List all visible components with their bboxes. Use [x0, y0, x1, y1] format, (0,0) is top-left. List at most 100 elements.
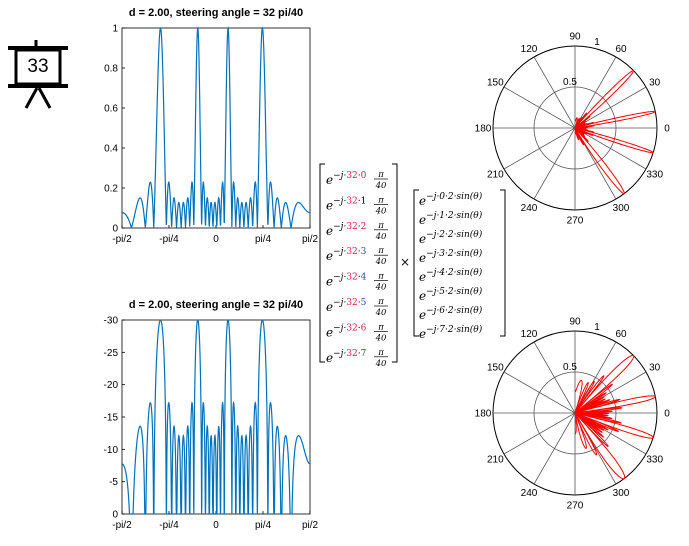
- polar-angle-label: 60: [615, 329, 627, 340]
- polar-angle-label: 90: [569, 32, 581, 43]
- polar-angle-label: 90: [569, 317, 581, 328]
- polar-plot-2: 0 30 60 90 120 150 180 210 240 270 300 330 0.5 1: [475, 317, 671, 512]
- steering-element: e−j·32·0: [326, 171, 367, 187]
- steering-element: e−j·32·3: [326, 247, 367, 263]
- polar-angle-label: 120: [521, 44, 538, 55]
- matrix-bracket: [500, 189, 506, 337]
- x-tick-label: 0: [213, 234, 219, 245]
- slide-number: 33: [27, 56, 49, 77]
- array-element: e−j·0·2·sin(θ): [419, 191, 483, 208]
- y-tick-label: -30: [104, 316, 119, 327]
- x-tick-label: pi/4: [255, 234, 272, 245]
- fraction-numerator: π: [377, 272, 384, 282]
- fraction-denominator: 40: [375, 206, 387, 216]
- fraction-numerator: π: [377, 195, 384, 205]
- polar-angle-label: 270: [567, 501, 584, 512]
- y-tick-label: 0.6: [104, 104, 118, 115]
- polar-angle-label: 0: [664, 409, 670, 420]
- steering-element: e−j·32·6: [326, 323, 367, 339]
- x-tick-label: pi/2: [302, 234, 319, 245]
- plot-frame: [121, 27, 311, 229]
- array-element: e−j·3·2·sin(θ): [419, 248, 483, 265]
- x-tick-label: -pi/2: [112, 234, 132, 245]
- slide-badge: 33: [6, 40, 70, 110]
- y-tick-label: -20: [104, 380, 119, 391]
- polar-angle-label: 150: [487, 78, 504, 89]
- fraction-denominator: 40: [375, 283, 387, 293]
- fraction-numerator: π: [377, 348, 384, 358]
- y-tick-label: -5: [109, 477, 118, 488]
- array-element: e−j·5·2·sin(θ): [419, 286, 483, 303]
- array-element: e−j·7·2·sin(θ): [419, 324, 483, 341]
- x-tick-label: pi/4: [255, 520, 272, 531]
- polar-plot-1: 0 30 60 90 120 150 180 210 240 270 300 330 0.5 1: [475, 32, 671, 227]
- polar-angle-label: 330: [646, 170, 663, 181]
- beam-pattern-line: [574, 70, 657, 195]
- polar-angle-label: 180: [475, 409, 492, 420]
- matrix-bracket: [413, 189, 419, 337]
- polar-angle-label: 210: [487, 455, 504, 466]
- fraction-numerator: π: [377, 170, 384, 180]
- matrix-bracket: [319, 163, 325, 363]
- easel-icon: [8, 40, 68, 109]
- multiply-operator: ×: [400, 255, 410, 269]
- fraction-numerator: π: [377, 322, 384, 332]
- steering-element: e−j·32·2: [326, 222, 366, 238]
- fraction-denominator: 40: [375, 308, 387, 318]
- matrix-bracket: [392, 163, 398, 363]
- polar-angle-label: 60: [615, 44, 627, 55]
- series-line: [122, 26, 311, 229]
- polar-angle-label: 270: [567, 216, 584, 227]
- y-tick-label: -15: [104, 413, 119, 424]
- steering-element: e−j·32·5: [326, 298, 367, 314]
- fraction-numerator: π: [377, 246, 384, 256]
- series-line: [121, 319, 311, 515]
- x-tick-label: -pi/2: [112, 520, 132, 531]
- polar-angle-label: 240: [521, 488, 538, 499]
- chart-title: d = 2.00, steering angle = 32 pi/40: [129, 7, 303, 19]
- steering-element: e−j·32·4: [326, 273, 367, 289]
- y-tick-label: -10: [104, 445, 119, 456]
- array-element: e−j·1·2·sin(θ): [419, 210, 483, 227]
- polar-angle-label: 300: [613, 203, 630, 214]
- fraction-denominator: 40: [375, 232, 387, 242]
- steering-element: e−j·32·7: [326, 349, 367, 365]
- polar-angle-label: 0: [664, 124, 670, 135]
- y-tick-label: 0: [112, 510, 118, 521]
- polar-angle-label: 240: [521, 203, 538, 214]
- polar-radial-label: 1: [594, 37, 600, 48]
- fraction-numerator: π: [377, 221, 384, 231]
- steering-element: e−j·32·1: [326, 196, 366, 212]
- fraction-denominator: 40: [375, 181, 387, 191]
- polar-radial-label: 0.5: [563, 77, 577, 88]
- polar-radial-label: 1: [594, 322, 600, 333]
- polar-angle-label: 210: [487, 170, 504, 181]
- y-tick-label: 0.2: [104, 184, 118, 195]
- line-chart-1: d = 2.00, steering angle = 32 pi/40 0 0.2 0…: [104, 7, 318, 245]
- array-element: e−j·4·2·sin(θ): [419, 267, 483, 284]
- polar-angle-label: 30: [649, 78, 661, 89]
- array-element: e−j·2·2·sin(θ): [419, 229, 483, 246]
- polar-angle-label: 150: [487, 363, 504, 374]
- beam-pattern-line: [574, 354, 656, 480]
- x-tick-label: 0: [213, 520, 219, 531]
- polar-angle-label: 180: [475, 124, 492, 135]
- fraction-denominator: 40: [375, 359, 387, 369]
- polar-radial-label: 0.5: [563, 362, 577, 373]
- line-chart-2: d = 2.00, steering angle = 32 pi/40 0 -5 -1…: [104, 299, 319, 531]
- y-tick-label: 1: [112, 24, 118, 35]
- chart-title: d = 2.00, steering angle = 32 pi/40: [129, 299, 303, 311]
- polar-angle-label: 30: [649, 363, 661, 374]
- polar-angle-label: 330: [646, 455, 663, 466]
- fraction-numerator: π: [377, 297, 384, 307]
- array-element: e−j·6·2·sin(θ): [419, 305, 483, 322]
- y-tick-label: -25: [104, 348, 119, 359]
- fraction-denominator: 40: [375, 333, 387, 343]
- x-tick-label: pi/2: [302, 520, 319, 531]
- fraction-denominator: 40: [375, 257, 387, 267]
- y-tick-label: 0: [112, 224, 118, 235]
- x-tick-label: -pi/4: [159, 234, 179, 245]
- array-vector-matrix: e−j·0·2·sin(θ) e−j·1·2·sin(θ) e−j·2·2·sin(…: [413, 189, 506, 341]
